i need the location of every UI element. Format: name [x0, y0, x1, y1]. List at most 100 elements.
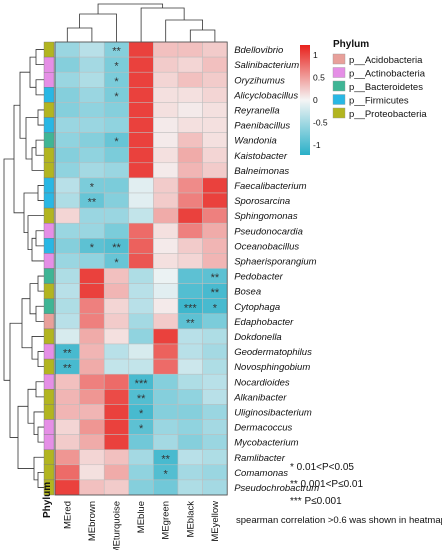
heatmap-cell	[153, 117, 179, 133]
row-label: Oryzihumus	[234, 75, 285, 86]
phylum-cell	[43, 117, 55, 133]
row-label: Sphingomonas	[234, 211, 298, 222]
heatmap-cell	[177, 268, 203, 284]
heatmap-cell	[128, 298, 154, 315]
heatmap-cell	[54, 404, 80, 420]
heatmap-cell	[202, 177, 228, 194]
heatmap-cell	[128, 328, 154, 345]
heatmap-cell	[128, 479, 154, 496]
legend-swatch	[332, 67, 346, 78]
significance-note: *** P≤0.001	[290, 496, 342, 507]
dendrogram-branch	[31, 237, 44, 262]
heatmap-cell	[103, 313, 130, 330]
heatmap-cell	[177, 358, 203, 375]
heatmap-cell	[79, 464, 105, 481]
heatmap-cell	[128, 41, 154, 58]
heatmap-cell	[202, 147, 228, 164]
heatmap-cell	[153, 268, 179, 284]
heatmap-cell	[202, 328, 228, 345]
row-label: Kaistobacter	[234, 151, 288, 162]
column-dendrogram	[66, 3, 216, 42]
heatmap-cell	[202, 358, 228, 375]
phylum-legend: Phylum p__Acidobacteria p__Actinobacteria…	[332, 39, 427, 120]
heatmap-cell	[54, 373, 80, 390]
heatmap-cell	[153, 102, 179, 118]
heatmap-cell	[128, 71, 154, 88]
legend-swatch	[332, 80, 346, 92]
column-label: MEgreen	[161, 501, 172, 540]
significance-mark: *	[114, 61, 119, 73]
significance-note: * 0.01<P<0.05	[290, 462, 354, 473]
heatmap-cell	[79, 358, 105, 375]
heatmap-cell	[177, 71, 203, 88]
heatmap-cell	[153, 434, 179, 450]
heatmap-cell	[202, 434, 228, 450]
heatmap-cell	[79, 328, 105, 345]
heatmap-cell	[103, 328, 130, 345]
heatmap-cell	[54, 102, 80, 118]
heatmap-cell	[202, 87, 228, 103]
dendrogram-branch	[35, 79, 44, 96]
dendrogram-branch	[31, 147, 44, 171]
heatmap-cell	[103, 464, 130, 481]
heatmap-cell	[54, 192, 80, 209]
significance-mark: *	[114, 76, 119, 88]
heatmap-cell	[128, 358, 154, 375]
heatmap-cell	[177, 238, 203, 254]
column-label: MEturquoise	[112, 501, 123, 550]
heatmap-cell	[128, 238, 154, 254]
heatmap-cell	[79, 87, 105, 103]
row-label: Dermacoccus	[234, 423, 292, 434]
heatmap-cell	[79, 373, 105, 390]
heatmap-cell	[202, 71, 228, 88]
dendrogram-branch	[29, 283, 38, 315]
heatmap-cell	[54, 298, 80, 315]
significance-mark: **	[211, 287, 220, 299]
heatmap-cell	[202, 192, 228, 209]
dendrogram-branch	[21, 298, 32, 349]
dendrogram-branch	[23, 192, 38, 234]
heatmap-cell	[54, 313, 80, 330]
heatmap-cell	[177, 117, 203, 133]
heatmap-cell	[153, 328, 179, 345]
row-label: Comamonas	[234, 468, 288, 479]
significance-mark: **	[161, 453, 170, 465]
row-label: Salinibacterium	[234, 60, 299, 71]
row-label: Alkanibacter	[233, 392, 287, 403]
colorbar-tick: -0.5	[313, 118, 328, 128]
heatmap-cell	[79, 162, 105, 179]
phylum-cell	[43, 283, 55, 299]
significance-mark: *	[213, 302, 218, 314]
row-label: Paenibacillus	[234, 121, 290, 132]
heatmap-cell	[153, 132, 179, 148]
heatmap-cell	[153, 162, 179, 179]
legend-swatch	[332, 94, 346, 105]
phylum-cell	[43, 313, 55, 330]
significance-notes: * 0.01<P<0.05 ** 0.001<P≤0.01 *** P≤0.001	[290, 462, 363, 507]
heatmap-cell	[128, 177, 154, 194]
colorbar-tick: 0.5	[313, 73, 325, 83]
heatmap-cell	[103, 268, 130, 284]
heatmap-cell	[153, 479, 179, 496]
dendrogram-branch	[97, 3, 164, 14]
heatmap-cell	[177, 132, 203, 148]
footnote: spearman correlation >0.6 was shown in h…	[236, 515, 442, 526]
row-label: Bosea	[234, 287, 261, 298]
heatmap-cell	[153, 87, 179, 103]
heatmap-cell	[54, 117, 80, 133]
heatmap-cell	[177, 207, 203, 224]
dendrogram-branch	[35, 381, 44, 398]
heatmap-cell	[202, 56, 228, 73]
phylum-cell	[43, 298, 55, 315]
heatmap-cell	[202, 479, 228, 496]
row-label: Ramlibacter	[234, 453, 286, 464]
row-label: Novosphingobium	[234, 362, 310, 373]
dendrogram-branch	[13, 104, 24, 214]
significance-mark: **	[63, 363, 72, 375]
heatmap-cell	[128, 132, 154, 148]
heatmap-cell	[128, 117, 154, 133]
heatmap-cell	[202, 41, 228, 58]
row-dendrogram	[3, 49, 44, 488]
heatmap-cell	[128, 147, 154, 164]
colorbar-tick: 0	[313, 95, 318, 105]
